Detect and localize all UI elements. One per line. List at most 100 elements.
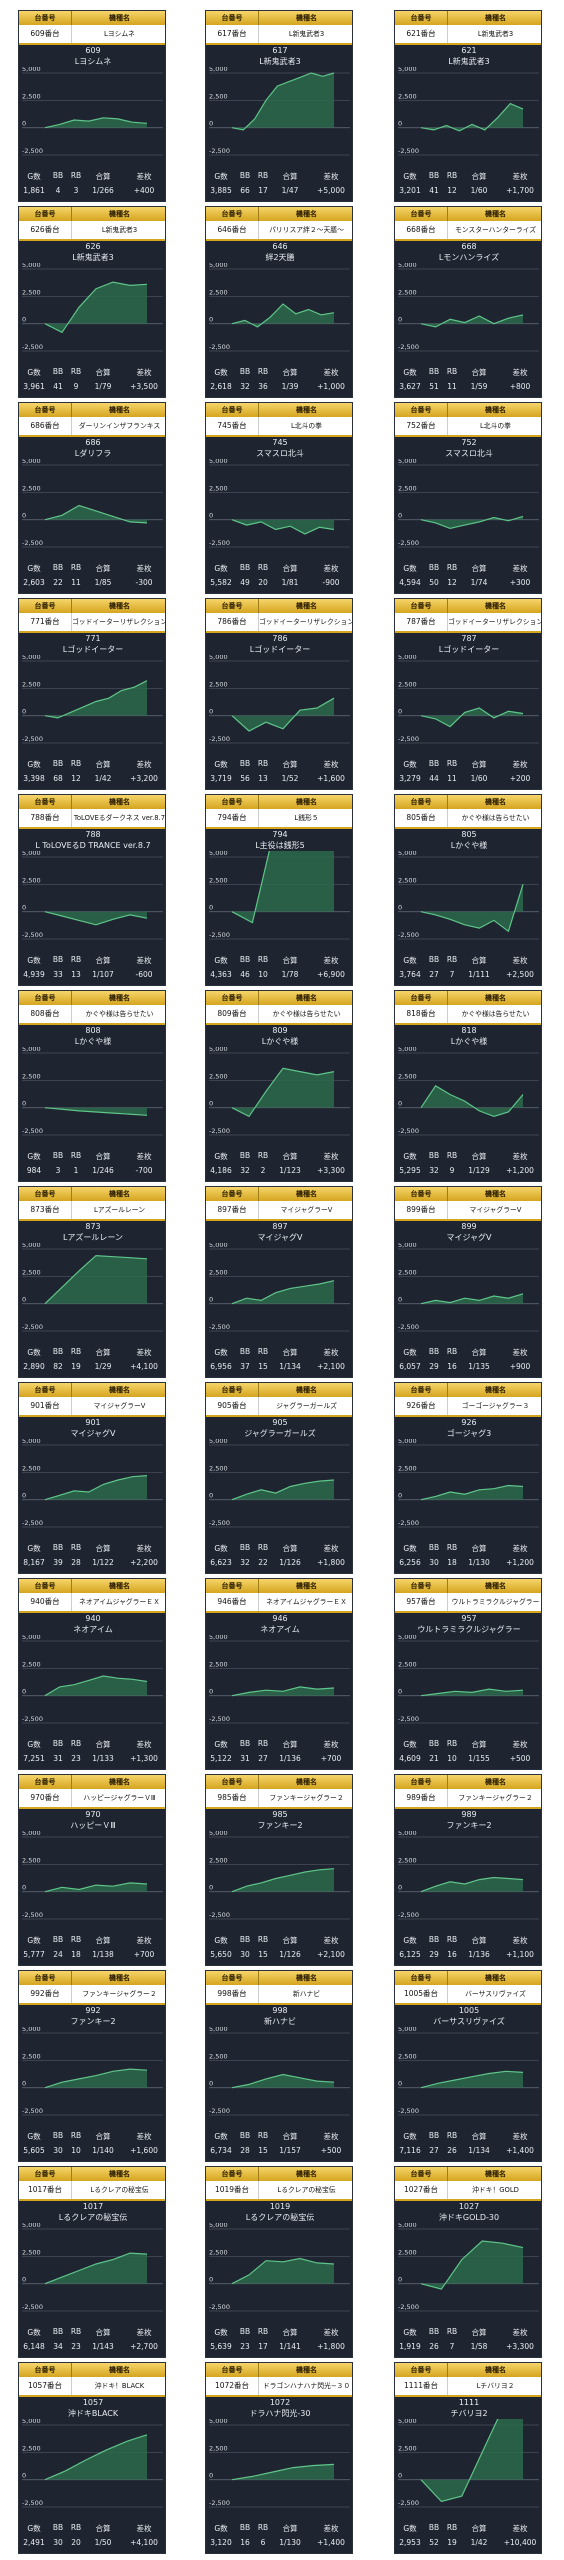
rb-value: 22 [258, 1558, 268, 1567]
games-label: G数 [403, 1544, 417, 1553]
ratio-value: 1/39 [281, 382, 299, 391]
machine-card-998[interactable]: 台番号 機種名 998番台 新ハナビ 998 新ハナビ 5,000 2,500 0 -… [205, 1970, 353, 2162]
machine-card-1027[interactable]: 台番号 機種名 1027番台 沖ドキ！GOLD 1027 沖ドキGOLD-30 … [394, 2166, 542, 2358]
axis-label: 5,000 [22, 263, 41, 269]
trend-line [231, 2073, 335, 2089]
machine-card-926[interactable]: 台番号 機種名 926番台 ゴーゴージャグラー３ 926 ゴージャグ3 5,00… [394, 1382, 542, 1574]
machine-card-646[interactable]: 台番号 機種名 646番台 パリリスア絆２〜天膳〜 646 絆2天膳 5,000… [205, 206, 353, 398]
machine-card-897[interactable]: 台番号 機種名 897番台 マイジャグラーV 897 マイジャグV 5,000 2… [205, 1186, 353, 1378]
machine-card-1057[interactable]: 台番号 機種名 1057番台 沖ドキ！BLACK 1057 沖ドキBLACK 5… [18, 2362, 166, 2554]
axis-label: 2,500 [398, 1856, 417, 1864]
axis-label: 2,500 [398, 1464, 417, 1472]
header-values: 818番台 かぐや様は告らせたい [395, 1005, 541, 1025]
card-header: 台番号 機種名 794番台 L銭形５ [206, 795, 352, 829]
trend-area [421, 1085, 523, 1117]
machine-card-809[interactable]: 台番号 機種名 809番台 かぐや様は告らせたい 809 Lかぐや様 5,000… [205, 990, 353, 1182]
stats-header: G数 BB RB 合算 差枚 [395, 1543, 541, 1554]
ratio-value: 1/138 [92, 1950, 114, 1959]
slump-chart-svg: 5,000 2,500 0 -2,500 [398, 459, 539, 548]
machine-name: 沖ドキ！BLACK [94, 2382, 145, 2390]
machine-card-752[interactable]: 台番号 機種名 752番台 L北斗の拳 752 スマスロ北斗 5,000 2,50… [394, 402, 542, 594]
axis-label: 5,000 [22, 2419, 41, 2425]
machine-card-1017[interactable]: 台番号 機種名 1017番台 Lるクレアの秘宝伝 1017 Lるクレアの秘宝伝 … [18, 2166, 166, 2358]
machine-card-1019[interactable]: 台番号 機種名 1019番台 Lるクレアの秘宝伝 1019 Lるクレアの秘宝伝 … [205, 2166, 353, 2358]
diff-label: 差枚 [512, 368, 528, 377]
slump-chart-svg: 5,000 2,500 0 -2,500 [22, 459, 163, 548]
machine-number-heading: 台番号 [395, 403, 448, 417]
axis-label: 5,000 [22, 2223, 41, 2229]
machine-card-1072[interactable]: 台番号 機種名 1072番台 ドラゴンハナハナ閃光−３０ 1072 ドラハナ閃光… [205, 2362, 353, 2554]
machine-card-621[interactable]: 台番号 機種名 621番台 L新鬼武者3 621 L新鬼武者3 5,000 2,5… [394, 10, 542, 202]
header-values: 805番台 かぐや様は告らせたい [395, 809, 541, 829]
machine-card-873[interactable]: 台番号 機種名 873番台 Lアズールレーン 873 Lアズールレーン 5,00… [18, 1186, 166, 1378]
machine-card-899[interactable]: 台番号 機種名 899番台 マイジャグラーV 899 マイジャグV 5,000 2… [394, 1186, 542, 1378]
trend-area [232, 851, 334, 923]
card-header: 台番号 機種名 946番台 ネオアイムジャグラーＥＸ [206, 1579, 352, 1613]
machine-card-805[interactable]: 台番号 機種名 805番台 かぐや様は告らせたい 805 Lかぐや様 5,000… [394, 794, 542, 986]
diff-label: 差枚 [323, 956, 339, 965]
machine-card-970[interactable]: 台番号 機種名 970番台 ハッピージャグラーＶⅢ 970 ハッピーＶⅢ 5,0… [18, 1774, 166, 1966]
machine-card-901[interactable]: 台番号 機種名 901番台 マイジャグラーV 901 マイジャグV 5,000 2… [18, 1382, 166, 1574]
machine-card-787[interactable]: 台番号 機種名 787番台 ゴッドイーターリザレクション 787 Lゴッドイータ… [394, 598, 542, 790]
ratio-label: 合算 [471, 760, 487, 769]
slump-chart-svg: 5,000 2,500 0 -2,500 [209, 1047, 350, 1136]
bb-label: BB [52, 955, 64, 964]
diff-value: +1,600 [130, 2146, 158, 2155]
machine-card-946[interactable]: 台番号 機種名 946番台 ネオアイムジャグラーＥＸ 946 ネオアイム 5,0… [205, 1578, 353, 1770]
machine-card-1005[interactable]: 台番号 機種名 1005番台 バーサスリヴァイズ 1005 バーサスリヴァイズ … [394, 1970, 542, 2162]
machine-tag: 617番台 [206, 25, 259, 43]
machine-card-808[interactable]: 台番号 機種名 808番台 かぐや様は告らせたい 808 Lかぐや様 5,000… [18, 990, 166, 1182]
stats-table: G数 BB RB 合算 差枚 5,295 32 9 1/129 +1,200 [395, 1149, 541, 1181]
machine-card-786[interactable]: 台番号 機種名 786番台 ゴッドイーターリザレクション 786 Lゴッドイータ… [205, 598, 353, 790]
games-value: 5,582 [210, 578, 232, 587]
machine-card-957[interactable]: 台番号 機種名 957番台 ウルトラミラクルジャグラー 957 ウルトラミラクル… [394, 1578, 542, 1770]
machine-card-771[interactable]: 台番号 機種名 771番台 ゴッドイーターリザレクション 771 Lゴッドイータ… [18, 598, 166, 790]
machine-card-989[interactable]: 台番号 機種名 989番台 ファンキージャグラー２ 989 ファンキー2 5,0… [394, 1774, 542, 1966]
machine-card-668[interactable]: 台番号 機種名 668番台 モンスターハンターライズ 668 Lモンハンライズ … [394, 206, 542, 398]
machine-number: 686 [85, 438, 101, 447]
games-value: 2,890 [23, 1362, 45, 1371]
diff-label: 差枚 [512, 1936, 528, 1945]
axis-label: 0 [22, 1688, 26, 1696]
machine-card-818[interactable]: 台番号 機種名 818番台 かぐや様は告らせたい 818 Lかぐや様 5,000… [394, 990, 542, 1182]
machine-card-745[interactable]: 台番号 機種名 745番台 L北斗の拳 745 スマスロ北斗 5,000 2,50… [205, 402, 353, 594]
rb-label: RB [70, 563, 82, 572]
trend-line [420, 1484, 524, 1501]
trend-line [44, 504, 148, 524]
model-name: ジャグラーガールズ [244, 1429, 316, 1438]
machine-card-794[interactable]: 台番号 機種名 794番台 L銭形５ 794 L主役は銭形5 5,000 2,50… [205, 794, 353, 986]
stats-header: G数 BB RB 合算 差枚 [206, 171, 352, 182]
machine-card-788[interactable]: 台番号 機種名 788番台 ToLOVEるダークネス ver.8.7 788 L… [18, 794, 166, 986]
machine-card-617[interactable]: 台番号 機種名 617番台 L新鬼武者3 617 L新鬼武者3 5,000 2,5… [205, 10, 353, 202]
ratio-label: 合算 [282, 1936, 298, 1945]
rb-value: 11 [447, 382, 457, 391]
diff-label: 差枚 [323, 172, 339, 181]
machine-card-626[interactable]: 台番号 機種名 626番台 L新鬼武者3 626 L新鬼武者3 5,000 2,5… [18, 206, 166, 398]
machine-card-940[interactable]: 台番号 機種名 940番台 ネオアイムジャグラーＥＸ 940 ネオアイム 5,0… [18, 1578, 166, 1770]
machine-number: 805 [461, 830, 477, 839]
slump-chart-svg: 5,000 2,500 0 -2,500 [209, 1635, 350, 1724]
model-name: マイジャグV [257, 1233, 303, 1242]
machine-tag: 873番台 [19, 1201, 72, 1219]
stats-header: G数 BB RB 合算 差枚 [395, 367, 541, 378]
bb-label: BB [52, 1739, 64, 1748]
machine-card-609[interactable]: 台番号 機種名 609番台 Lヨシムネ 609 Lヨシムネ 5,000 2,500… [18, 10, 166, 202]
machine-name-heading: 機種名 [109, 1974, 130, 1982]
card-header: 台番号 機種名 998番台 新ハナビ [206, 1971, 352, 2005]
stats-header: G数 BB RB 合算 差枚 [395, 1151, 541, 1162]
diff-value: +700 [320, 1754, 342, 1763]
games-value: 3,398 [23, 774, 45, 783]
model-name: Lゴッドイーター [249, 645, 311, 654]
games-value: 5,295 [399, 1166, 421, 1175]
slump-chart-svg: 5,000 2,500 0 -2,500 [22, 851, 163, 940]
ratio-value: 1/50 [94, 2538, 112, 2547]
machine-name-heading: 機種名 [109, 210, 130, 218]
machine-card-905[interactable]: 台番号 機種名 905番台 ジャグラーガールズ 905 ジャグラーガールズ 5,… [205, 1382, 353, 1574]
machine-card-1111[interactable]: 台番号 機種名 1111番台 Lチバリヨ２ 1111 チバリヨ2 5,000 2,… [394, 2362, 542, 2554]
axis-label: 0 [398, 1884, 402, 1892]
machine-card-985[interactable]: 台番号 機種名 985番台 ファンキージャグラー２ 985 ファンキー2 5,0… [205, 1774, 353, 1966]
machine-card-992[interactable]: 台番号 機種名 992番台 ファンキージャグラー２ 992 ファンキー2 5,0… [18, 1970, 166, 2162]
axis-label: 5,000 [398, 851, 417, 857]
header-values: 985番台 ファンキージャグラー２ [206, 1789, 352, 1809]
machine-card-686[interactable]: 台番号 機種名 686番台 ダーリンインザフランキス 686 Lダリフラ 5,0… [18, 402, 166, 594]
